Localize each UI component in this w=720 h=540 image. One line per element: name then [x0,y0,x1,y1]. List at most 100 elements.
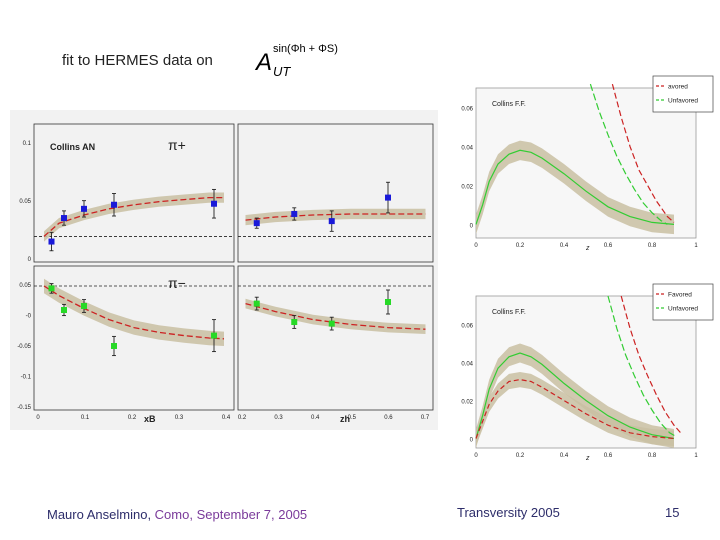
legend-box [652,75,714,113]
x-tick-label: 0.2 [516,243,525,249]
x-tick-label: 0.4 [222,415,231,421]
x-tick-label: 1 [694,243,698,249]
y-tick-label: 0.06 [461,324,473,330]
series-line [475,149,675,225]
place-date: Como, September 7, 2005 [154,507,308,522]
x-tick-label: 0.6 [604,243,613,249]
y-tick-label: 0.04 [461,362,473,368]
y-tick-label: 0.04 [461,145,473,151]
x-tick-label: 0.3 [274,415,283,421]
x-tick-label: 0.4 [560,243,569,249]
x-tick-label: 0.2 [238,415,247,421]
fit-band [476,372,674,447]
legend-label: Unfavored [668,306,698,313]
fit-band [245,298,426,334]
data-point [211,200,217,207]
x-axis-label: zh [340,414,350,424]
subpanel-frame [33,123,235,263]
x-tick-label: 0.8 [648,453,657,459]
x-tick-label: 0.4 [311,415,320,421]
subpanel-frame [237,123,434,263]
x-tick-label: 0.6 [384,415,393,421]
data-point [48,285,55,292]
chart-title: Collins AN [50,142,95,152]
legend-label: Unfavored [668,98,698,105]
x-tick-label: 0 [36,415,40,421]
y-tick-label: 0.1 [23,141,32,147]
asymmetry-formula: A UT sin(Φh + ΦS) [254,43,338,79]
plot-frame [475,295,697,449]
y-tick-label: -0 [26,314,32,320]
series-line [607,295,677,438]
x-tick-label: 0 [474,453,478,459]
x-axis-label: z [585,455,590,462]
subpanel-frame [237,265,434,411]
panel-background [10,110,438,430]
x-tick-label: 0.1 [81,415,90,421]
collins-ff-top-chart: 0.06 0.04 0.02 0 0 0.2 0.4 0.6 0.8 1 z Collins F.F.… [450,74,715,260]
fit-curve [43,285,225,340]
x-tick-label: 0.6 [604,453,613,459]
panel-particle-label: π+ [168,137,186,153]
x-tick-label: 1 [694,453,698,459]
panel-particle-label: π− [168,275,186,291]
data-point [81,303,87,309]
x-tick-label: 0.8 [648,243,657,249]
series-line [620,295,682,434]
fit-band [245,208,426,226]
data-point [253,220,260,227]
x-axis-label: z [585,245,590,252]
plot-frame [475,87,697,239]
data-point [385,194,391,201]
y-tick-label: 0.06 [461,106,473,112]
formula-superscript: sin(Φh + ΦS) [273,43,338,55]
fit-curve [43,196,224,237]
fit-band [476,140,674,235]
fit-band [44,278,224,346]
y-tick-label: 0.02 [461,400,473,406]
data-point [253,300,260,307]
y-tick-label: 0.05 [19,199,31,205]
slide-title: fit to HERMES data on [62,52,213,69]
footer-author: Mauro Anselmino, Como, September 7, 2005 [47,507,307,522]
page-number: 15 [665,505,680,520]
legend-label: avored [668,84,688,91]
x-tick-label: 0.2 [516,453,525,459]
y-tick-label: 0 [470,438,474,444]
fit-band [476,343,674,448]
data-point [385,299,391,305]
collins-ff-bottom-chart: 0.06 0.04 0.02 0 0 0.2 0.4 0.6 0.8 1 z Collins F.F.… [450,282,715,470]
x-tick-label: 0.5 [348,415,357,421]
x-tick-label: 0.4 [560,453,569,459]
legend: Favored Unfavored [652,283,714,321]
data-point [328,218,335,225]
y-tick-label: -0.15 [17,405,31,411]
y-tick-label: -0.1 [21,375,32,381]
data-point [111,201,117,208]
fit-band [44,192,224,242]
data-point [61,307,67,313]
y-tick-label: 0.02 [461,184,473,190]
series-line [475,352,675,440]
x-tick-label: 0.7 [421,415,430,421]
x-tick-label: 0.3 [175,415,184,421]
series-line [589,83,668,225]
data-point [81,205,87,212]
series-line [611,83,675,223]
chart-title: Collins F.F. [492,101,526,108]
data-point [291,210,298,217]
y-tick-label: 0.05 [19,283,31,289]
legend-label: Favored [668,292,692,299]
legend-box [652,283,714,321]
x-tick-label: 0.2 [128,415,137,421]
subpanel-frame [33,265,235,411]
collins-asymmetry-chart: 0.1 0.05 0 π+ 0.05 -0 -0.05 -0.1 -0.15 0 0.1 0.2 0.3… [10,110,438,430]
data-point [48,238,55,245]
formula-main: A [254,49,272,76]
data-point [291,319,298,325]
chart-title: Collins F.F. [492,309,526,316]
formula-subscript: UT [273,64,291,79]
data-point [61,215,67,222]
x-axis-label: xB [144,414,156,424]
author-name: Mauro Anselmino, [47,507,155,522]
